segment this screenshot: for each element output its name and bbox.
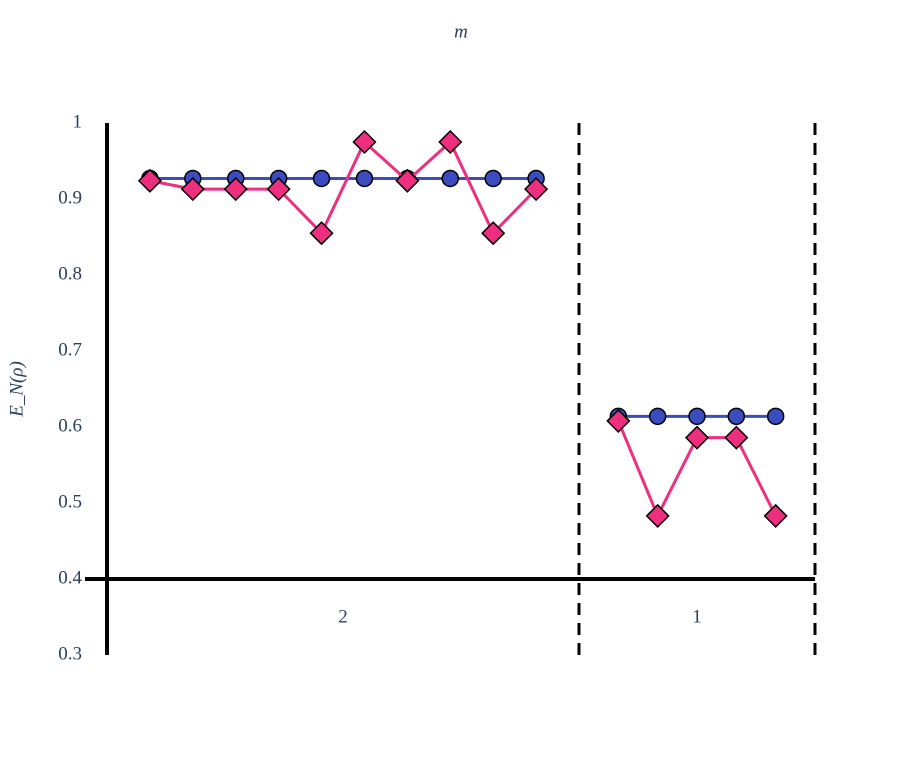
- y-axis-title: E_N(ρ): [6, 361, 27, 418]
- y-tick-label: 0.8: [58, 263, 82, 284]
- marker: [438, 129, 463, 155]
- y-tick-label: 0.3: [58, 643, 82, 664]
- marker: [684, 425, 710, 450]
- marker: [137, 168, 162, 193]
- marker: [727, 407, 746, 426]
- x-axis-title: m: [454, 21, 468, 42]
- marker: [266, 177, 291, 202]
- y-tick-label: 0.6: [58, 415, 82, 436]
- y-tick-label: 0.7: [58, 339, 82, 360]
- group-label: 2: [338, 606, 348, 627]
- marker: [312, 169, 331, 188]
- marker: [441, 169, 460, 188]
- y-tick-label: 0.9: [58, 187, 82, 208]
- y-tick-label: 1: [73, 111, 83, 132]
- y-tick-label: 0.4: [58, 567, 82, 588]
- marker: [648, 407, 667, 426]
- marker: [180, 177, 205, 202]
- marker: [766, 407, 785, 426]
- marker: [355, 169, 374, 188]
- marker: [484, 169, 502, 188]
- y-tick-label: 0.5: [58, 491, 82, 512]
- marker: [352, 129, 377, 155]
- marker: [395, 168, 420, 193]
- marker: [524, 177, 549, 202]
- marker: [763, 503, 788, 528]
- marker: [606, 408, 631, 433]
- marker: [688, 407, 706, 426]
- group-label: 1: [692, 606, 702, 627]
- marker: [645, 503, 670, 528]
- series-line: [149, 139, 538, 236]
- marker: [724, 425, 749, 450]
- marker: [309, 221, 334, 246]
- marker: [481, 221, 506, 246]
- marker: [223, 177, 248, 202]
